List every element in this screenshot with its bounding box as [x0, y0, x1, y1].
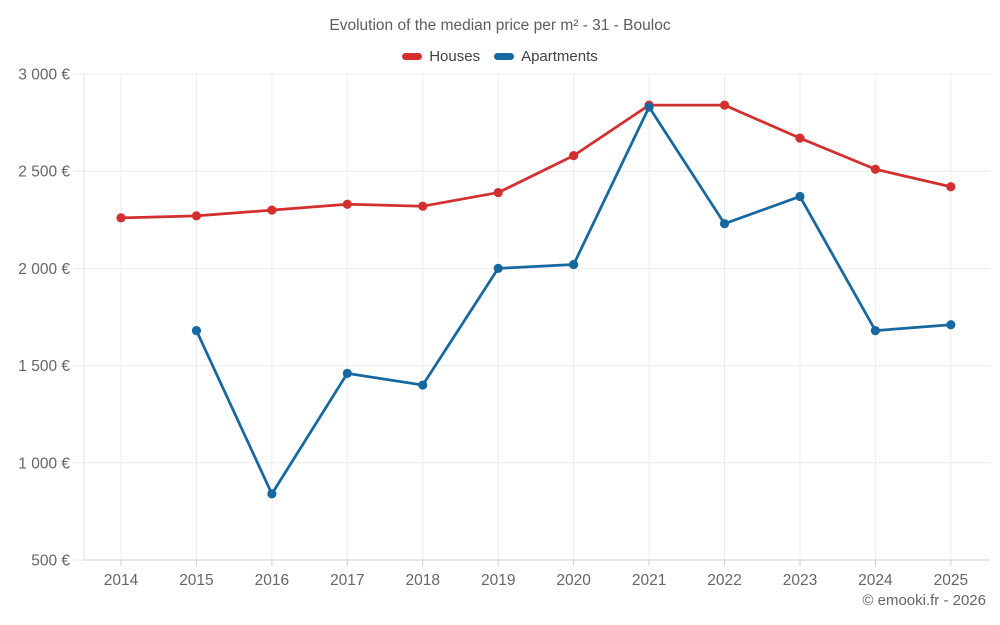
data-point-apartments	[719, 219, 730, 229]
data-point-apartments	[870, 326, 881, 336]
legend-label-apartments: Apartments	[521, 48, 598, 65]
data-point-houses	[569, 151, 579, 161]
x-tick-label: 2017	[330, 572, 364, 589]
chart-legend: Houses Apartments	[0, 48, 1000, 65]
y-tick-label: 2 000 €	[18, 261, 70, 278]
legend-item-houses[interactable]: Houses	[402, 48, 480, 65]
y-tick-label: 500 €	[31, 553, 70, 570]
x-tick-label: 2022	[707, 572, 741, 589]
data-point-houses	[191, 211, 202, 221]
x-tick-label: 2023	[783, 572, 817, 589]
data-point-houses	[116, 213, 126, 223]
x-tick-label: 2025	[934, 572, 968, 589]
y-tick-label: 1 500 €	[18, 358, 70, 375]
data-point-houses	[267, 205, 277, 215]
data-point-houses	[719, 100, 730, 110]
x-tick-label: 2021	[632, 572, 666, 589]
houses-legend-swatch-icon	[402, 53, 423, 60]
data-point-houses	[342, 199, 352, 209]
series-line-houses	[119, 103, 953, 220]
data-point-apartments	[267, 489, 277, 499]
y-tick-label: 3 000 €	[18, 67, 70, 84]
x-tick-label: 2018	[406, 572, 440, 589]
data-point-apartments	[569, 259, 579, 270]
x-tick-label: 2016	[255, 572, 289, 589]
apartments-legend-swatch-icon	[494, 53, 515, 60]
y-tick-label: 1 000 €	[18, 455, 70, 472]
data-point-apartments	[342, 368, 352, 378]
x-tick-label: 2020	[556, 572, 591, 589]
x-tick-label: 2019	[481, 572, 515, 589]
data-point-apartments	[493, 263, 503, 273]
data-point-houses	[493, 187, 503, 198]
data-point-houses	[946, 182, 956, 192]
chart-title: Evolution of the median price per m² - 3…	[329, 17, 671, 34]
data-point-houses	[795, 133, 805, 143]
copyright-credit: © emooki.fr - 2026	[862, 592, 986, 609]
data-point-apartments	[795, 191, 805, 202]
y-tick-label: 2 500 €	[18, 164, 70, 181]
x-tick-label: 2015	[179, 572, 213, 589]
data-point-apartments	[191, 326, 202, 336]
x-tick-label: 2024	[858, 572, 893, 589]
x-tick-label: 2014	[104, 572, 139, 589]
data-point-apartments	[644, 102, 654, 112]
data-point-apartments	[946, 320, 956, 330]
data-point-houses	[870, 164, 881, 174]
legend-item-apartments[interactable]: Apartments	[494, 48, 598, 65]
data-point-apartments	[418, 380, 428, 390]
legend-label-houses: Houses	[429, 48, 481, 65]
data-point-houses	[418, 201, 428, 211]
